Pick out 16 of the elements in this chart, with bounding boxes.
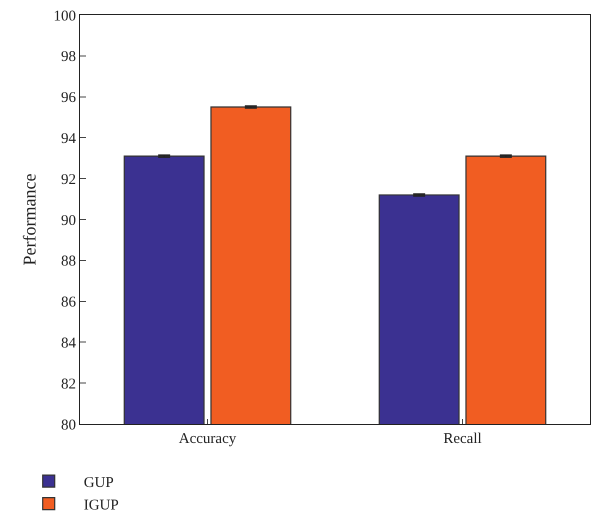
x-tick-label: Recall xyxy=(443,431,482,447)
y-tick-label: 92 xyxy=(61,172,76,188)
legend-label: GUP xyxy=(84,475,114,491)
y-tick-label: 86 xyxy=(61,294,76,311)
y-tick-label: 82 xyxy=(61,376,76,392)
y-tick-label: 94 xyxy=(61,130,76,147)
y-tick-label: 80 xyxy=(61,417,76,434)
y-tick-label: 88 xyxy=(61,254,76,270)
y-tick-label: 96 xyxy=(61,90,76,106)
y-tick-label: 84 xyxy=(61,335,76,352)
x-tick-label: Accuracy xyxy=(178,431,237,447)
legend-label: IGUP xyxy=(84,498,119,514)
y-tick-label: 98 xyxy=(61,49,76,66)
y-tick-label: 90 xyxy=(61,212,76,229)
y-tick-label: 100 xyxy=(54,8,76,24)
y-axis-title: Performance xyxy=(20,174,40,266)
